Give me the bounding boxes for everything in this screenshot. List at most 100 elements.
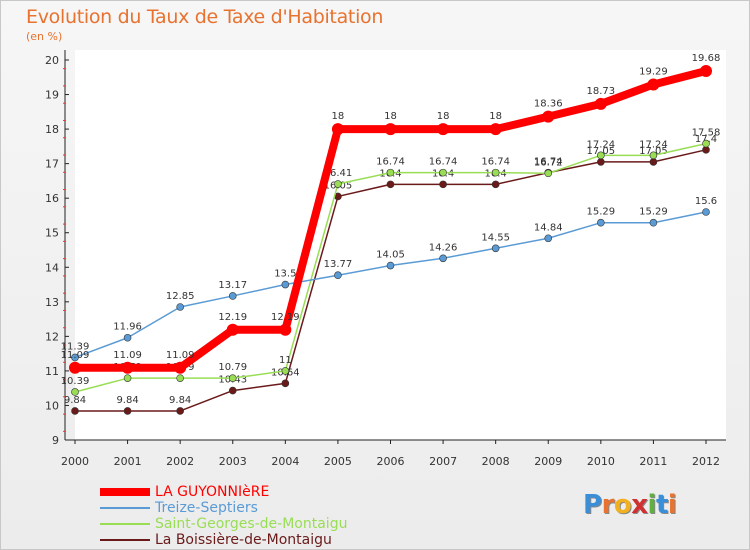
chart-title: Evolution du Taux de Taxe d'Habitation <box>26 6 384 28</box>
y-tick-label: 15 <box>45 227 59 240</box>
data-point <box>597 158 605 166</box>
data-label: 12.85 <box>166 291 195 302</box>
logo-letter: i <box>647 490 657 520</box>
data-label: 11.09 <box>61 350 90 361</box>
data-label: 14.84 <box>534 222 563 233</box>
x-tick-label: 2005 <box>324 455 352 468</box>
y-tick-label: 9 <box>52 434 59 447</box>
x-tick-label: 2007 <box>429 455 457 468</box>
data-point <box>69 361 81 374</box>
data-point <box>121 361 134 374</box>
data-label: 18 <box>437 111 450 122</box>
y-tick-label: 10 <box>45 399 59 412</box>
y-tick-label: 11 <box>45 365 59 378</box>
data-point <box>281 367 290 375</box>
data-label: 14.26 <box>429 242 458 253</box>
data-point <box>281 280 290 289</box>
data-label: 17.24 <box>639 139 668 150</box>
legend-item: Treize-Septiers <box>100 500 347 516</box>
legend-swatch <box>100 523 150 525</box>
data-point <box>597 151 605 160</box>
x-tick-label: 2011 <box>639 455 667 468</box>
legend-swatch <box>100 488 150 496</box>
data-point <box>597 218 605 227</box>
data-point <box>334 271 342 280</box>
data-point <box>384 123 397 136</box>
legend-swatch <box>100 507 150 509</box>
legend-label: Treize-Septiers <box>155 500 258 516</box>
data-point <box>702 208 710 216</box>
legend-item: LA GUYONNIèRE <box>100 484 347 500</box>
chart-legend: LA GUYONNIèRE Treize-Septiers Saint-George… <box>100 484 347 548</box>
y-tick-label: 16 <box>45 192 59 205</box>
data-label: 12.19 <box>218 312 247 323</box>
data-label: 16.41 <box>324 168 353 179</box>
data-point <box>386 261 395 270</box>
logo-letter: r <box>601 490 615 520</box>
data-point <box>489 123 502 136</box>
chart-unit-label: (en %) <box>26 30 63 43</box>
data-label: 10.79 <box>218 362 247 373</box>
data-label: 13.77 <box>324 259 353 270</box>
x-tick-label: 2012 <box>692 455 720 468</box>
data-point <box>279 323 292 336</box>
data-point <box>544 234 553 243</box>
data-point <box>649 158 658 166</box>
y-tick-label: 18 <box>45 123 59 136</box>
legend-swatch <box>100 539 150 541</box>
proxiti-logo: Proxiti <box>583 490 677 520</box>
data-label: 17.4 <box>695 134 717 145</box>
data-point <box>123 333 132 342</box>
x-tick-label: 2004 <box>271 455 299 468</box>
x-tick-label: 2009 <box>534 455 562 468</box>
data-point <box>123 407 132 415</box>
data-point <box>228 386 237 395</box>
legend-label: LA GUYONNIèRE <box>155 484 270 500</box>
data-label: 15.6 <box>695 196 717 207</box>
data-point <box>228 292 237 300</box>
x-tick-label: 2002 <box>166 455 194 468</box>
data-point <box>594 97 607 110</box>
data-point <box>334 180 342 188</box>
y-tick-label: 19 <box>45 89 59 102</box>
logo-letter: o <box>613 490 632 520</box>
data-point <box>71 407 79 415</box>
data-label: 17.05 <box>639 146 668 157</box>
data-label: 9.84 <box>64 395 86 406</box>
data-point <box>176 303 184 311</box>
data-point <box>281 379 290 388</box>
data-label: 15.29 <box>587 207 616 218</box>
data-label: 9.84 <box>169 395 191 406</box>
data-point <box>176 407 184 415</box>
y-tick-label: 20 <box>45 54 59 67</box>
data-label: 19.29 <box>639 67 668 78</box>
plot-area <box>75 50 726 440</box>
data-label: 17.05 <box>587 146 616 157</box>
data-label: 16.74 <box>534 157 563 168</box>
data-point <box>491 244 500 253</box>
data-point <box>331 123 344 136</box>
data-point <box>491 180 500 189</box>
data-label: 18 <box>332 111 345 122</box>
x-tick-label: 2010 <box>587 455 615 468</box>
y-tick-label: 14 <box>45 261 59 274</box>
x-tick-label: 2001 <box>114 455 142 468</box>
data-label: 18.73 <box>587 86 616 97</box>
logo-letter: i <box>667 490 677 520</box>
data-point <box>439 168 447 177</box>
legend-label: La Boissière-de-Montaigu <box>155 532 332 548</box>
x-tick-label: 2000 <box>61 455 89 468</box>
data-label: 18 <box>384 111 397 122</box>
data-point <box>439 254 447 263</box>
logo-letter: P <box>583 490 602 520</box>
data-label: 13.5 <box>274 269 296 280</box>
data-point <box>491 168 500 177</box>
data-point <box>71 353 79 362</box>
data-label: 16.74 <box>376 157 405 168</box>
data-point <box>228 374 237 382</box>
data-point <box>439 180 447 189</box>
data-label: 14.05 <box>376 250 405 261</box>
legend-item: La Boissière-de-Montaigu <box>100 532 347 548</box>
legend-item: Saint-Georges-de-Montaigu <box>100 516 347 532</box>
